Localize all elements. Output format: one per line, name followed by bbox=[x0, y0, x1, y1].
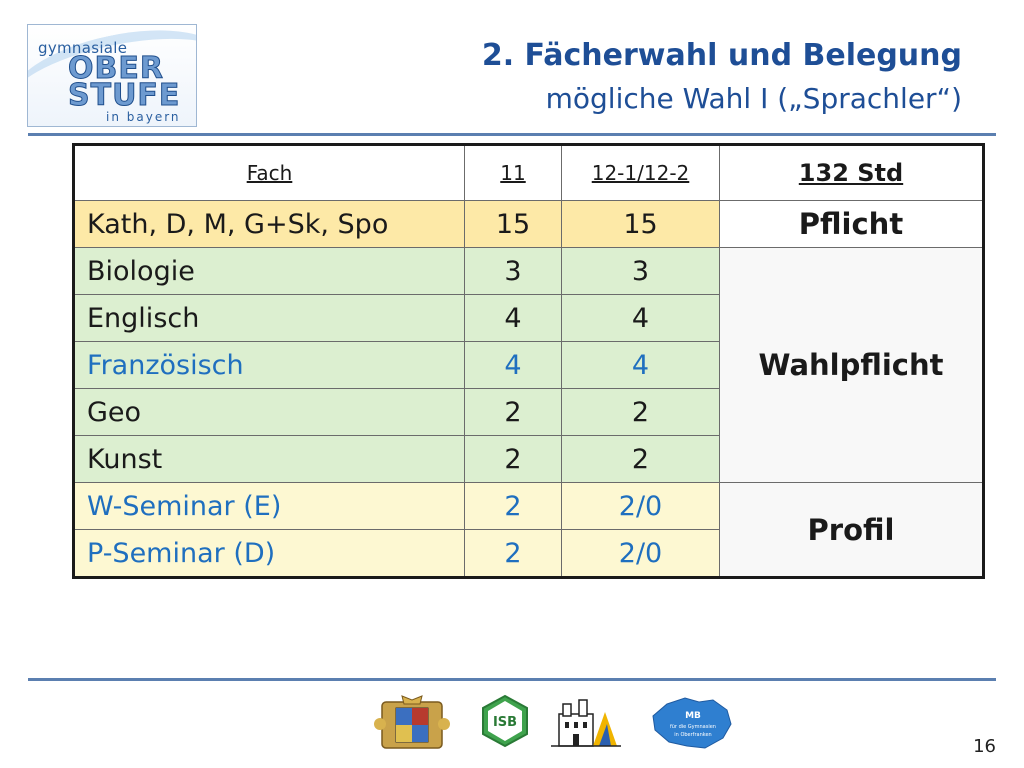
row-11: 2 bbox=[464, 388, 562, 436]
slide-title: 2. Fächerwahl und Belegung bbox=[481, 38, 962, 73]
row-fach: Biologie bbox=[73, 247, 465, 295]
table-header-row: Fach 11 12-1/12-2 132 Std bbox=[73, 144, 984, 201]
slide-subtitle: mögliche Wahl I („Sprachler“) bbox=[545, 82, 962, 115]
mb-label: MB bbox=[685, 711, 701, 721]
category-profil: Profil bbox=[719, 482, 984, 578]
row-12: 2/0 bbox=[561, 482, 720, 530]
row-11: 15 bbox=[464, 200, 562, 248]
logo-line-3: STUFE bbox=[67, 78, 181, 113]
header-132-std: 132 Std bbox=[719, 144, 984, 201]
course-table: Fach 11 12-1/12-2 132 Std Kath, D, M, G+… bbox=[72, 143, 985, 579]
table-row: Biologie 3 3 Wahlpflicht bbox=[73, 247, 984, 483]
table-row: Geo 2 2 bbox=[73, 388, 984, 436]
table-row: Englisch 4 4 bbox=[73, 294, 984, 342]
table-row: Kunst 2 2 bbox=[73, 435, 984, 483]
table-row: Französisch 4 4 bbox=[73, 341, 984, 389]
coat-of-arms-icon bbox=[374, 695, 450, 749]
row-fach: Geo bbox=[73, 388, 465, 436]
row-11: 4 bbox=[464, 341, 562, 389]
row-11: 2 bbox=[464, 482, 562, 530]
isb-label: ISB bbox=[493, 715, 517, 730]
row-fach: W-Seminar (E) bbox=[73, 482, 465, 530]
row-12: 15 bbox=[561, 200, 720, 248]
row-11: 2 bbox=[464, 529, 562, 578]
row-fach: P-Seminar (D) bbox=[73, 529, 465, 578]
mb-line-3: in Oberfranken bbox=[674, 732, 711, 738]
row-12: 2 bbox=[561, 388, 720, 436]
row-11: 3 bbox=[464, 247, 562, 295]
row-fach: Kath, D, M, G+Sk, Spo bbox=[73, 200, 465, 248]
row-11: 4 bbox=[464, 294, 562, 342]
castle-icon bbox=[551, 699, 621, 747]
page-number: 16 bbox=[973, 736, 996, 757]
top-divider bbox=[28, 133, 996, 136]
row-fach: Englisch bbox=[73, 294, 465, 342]
row-11: 2 bbox=[464, 435, 562, 483]
table-row: P-Seminar (D) 2 2/0 bbox=[73, 529, 984, 578]
row-12: 2/0 bbox=[561, 529, 720, 578]
row-12: 4 bbox=[561, 294, 720, 342]
header-fach: Fach bbox=[73, 144, 465, 201]
header-11: 11 bbox=[464, 144, 562, 201]
oberstufe-logo: gymnasiale OBER STUFE in bayern bbox=[27, 24, 197, 127]
table-row: Kath, D, M, G+Sk, Spo 15 15 Pflicht bbox=[73, 200, 984, 248]
row-fach: Französisch bbox=[73, 341, 465, 389]
table-row: W-Seminar (E) 2 2/0 Profil bbox=[73, 482, 984, 578]
category-wahlpflicht: Wahlpflicht bbox=[719, 247, 984, 483]
logo-line-2: OBER bbox=[68, 51, 164, 86]
isb-icon: ISB bbox=[482, 694, 528, 748]
row-12: 2 bbox=[561, 435, 720, 483]
row-12: 4 bbox=[561, 341, 720, 389]
bottom-divider bbox=[28, 678, 996, 681]
row-fach: Kunst bbox=[73, 435, 465, 483]
logo-line-1: gymnasiale bbox=[38, 39, 128, 57]
row-12: 3 bbox=[561, 247, 720, 295]
logo-line-4: in bayern bbox=[106, 110, 181, 124]
mb-line-2: für die Gymnasien bbox=[670, 724, 716, 730]
category-pflicht: Pflicht bbox=[719, 200, 984, 248]
mb-oberfranken-icon: MB für die Gymnasien in Oberfranken bbox=[652, 697, 732, 749]
header-12: 12-1/12-2 bbox=[561, 144, 720, 201]
